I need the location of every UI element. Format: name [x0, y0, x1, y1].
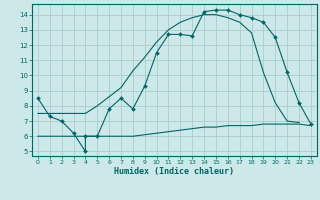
X-axis label: Humidex (Indice chaleur): Humidex (Indice chaleur) — [115, 167, 234, 176]
